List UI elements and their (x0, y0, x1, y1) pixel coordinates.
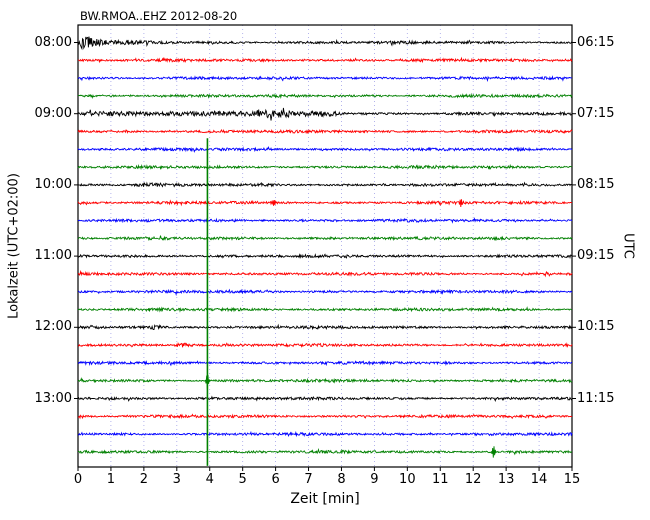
trace-row-11 (77, 235, 573, 241)
trace-row-8 (77, 181, 573, 188)
trace-row-17 (77, 342, 573, 348)
trace-row-20 (77, 395, 573, 402)
trace-row-14 (78, 288, 573, 297)
trace-row-7 (77, 163, 573, 171)
x-tick-label: 4 (205, 472, 214, 487)
utc-time-label: 08:15 (577, 176, 615, 192)
local-time-label: 13:00 (34, 390, 72, 406)
trace-row-9 (77, 199, 573, 208)
x-tick-label: 8 (337, 472, 346, 487)
trace-row-19 (77, 374, 573, 389)
trace-row-6 (77, 146, 573, 153)
plot-border (77, 24, 573, 468)
x-tick-label: 0 (73, 472, 83, 487)
x-tick-label: 11 (431, 472, 449, 487)
utc-time-label: 11:15 (577, 390, 615, 406)
x-tick-label: 7 (304, 472, 313, 487)
utc-time-label: 10:15 (577, 319, 615, 335)
utc-time-label: 07:15 (577, 105, 615, 121)
x-tick-label: 15 (563, 472, 581, 487)
x-tick-label: 1 (106, 472, 116, 487)
trace-row-16 (77, 323, 573, 331)
trace-row-15 (77, 306, 572, 313)
x-tick-label: 12 (464, 472, 482, 487)
x-tick-label: 3 (172, 472, 181, 487)
x-tick-label: 14 (530, 472, 548, 487)
trace-row-23 (77, 446, 573, 458)
x-tick-label: 2 (139, 472, 148, 487)
local-time-label: 11:00 (34, 248, 72, 264)
trace-row-2 (77, 75, 573, 83)
utc-time-label: 06:15 (577, 34, 615, 50)
trace-row-21 (77, 413, 573, 420)
local-time-label: 10:00 (34, 176, 72, 192)
x-tick-label: 9 (370, 472, 379, 487)
y-axis-label-left: Lokalzeit (UTC+02:00) (6, 173, 22, 319)
trace-row-1 (77, 56, 573, 64)
trace-row-22 (77, 430, 573, 438)
trace-row-4 (77, 107, 573, 121)
trace-row-0 (77, 36, 573, 51)
utc-time-label: 09:15 (577, 248, 615, 264)
local-time-label: 09:00 (34, 105, 72, 121)
trace-row-12 (77, 253, 573, 260)
local-time-label: 12:00 (34, 319, 72, 335)
x-axis-label: Zeit [min] (290, 491, 360, 507)
x-tick-label: 6 (271, 472, 280, 487)
x-tick-label: 13 (497, 472, 515, 487)
trace-row-10 (77, 217, 573, 224)
trace-row-5 (77, 128, 573, 135)
trace-row-3 (77, 92, 573, 100)
trace-row-13 (77, 269, 573, 278)
trace-row-18 (77, 360, 572, 367)
x-tick-label: 5 (238, 472, 247, 487)
plot-title: BW.RMOA..EHZ 2012-08-20 (80, 9, 238, 23)
x-tick-label: 10 (399, 472, 416, 487)
local-time-label: 08:00 (34, 34, 72, 50)
